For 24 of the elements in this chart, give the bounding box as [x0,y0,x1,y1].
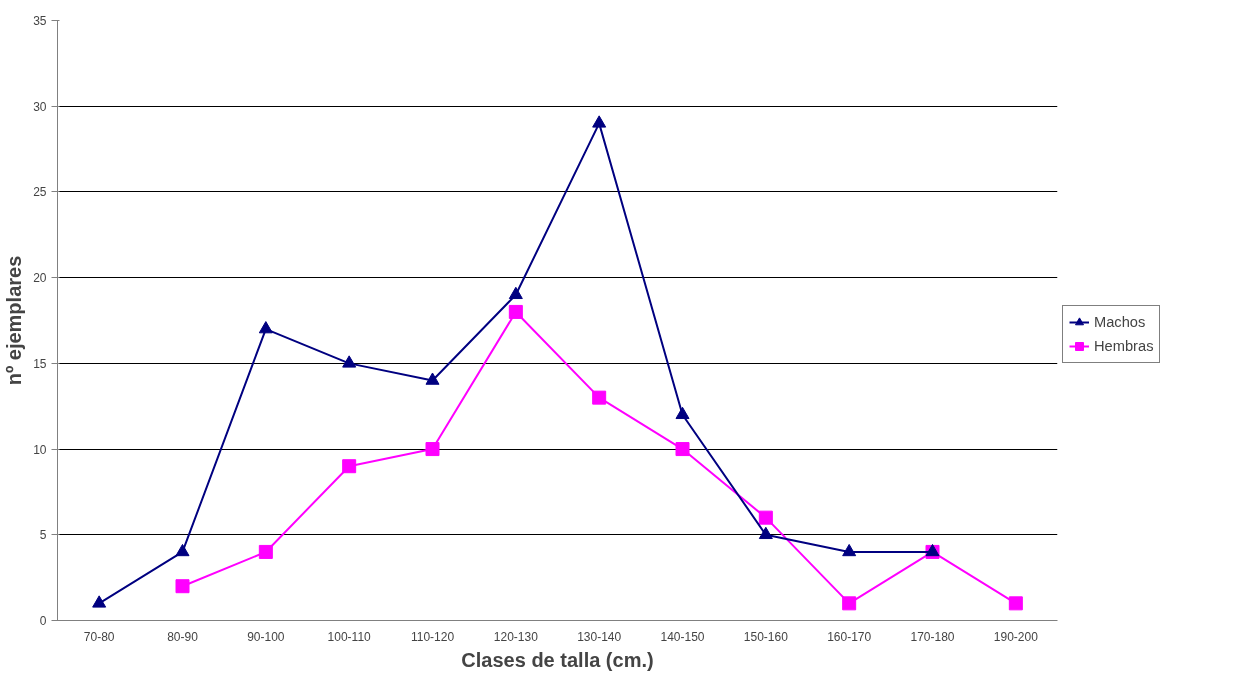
x-tick-label: 100-110 [327,629,372,644]
legend-label: Machos [1094,313,1146,330]
y-tick-label: 0 [39,614,47,628]
x-tick-label: 70-80 [83,629,115,644]
y-tick-label: 35 [33,14,47,28]
x-tick-label: 90-100 [247,629,285,644]
x-tick-label: 120-130 [493,629,539,644]
y-axis-title: nº ejemplares [3,255,26,386]
y-tick-label: 25 [33,185,47,200]
legend-label: Hembras [1094,337,1154,354]
x-tick-label: 190-200 [993,629,1039,644]
y-tick-label: 15 [33,356,47,371]
x-tick-label: 80-90 [167,629,199,644]
x-tick-label: 170-180 [910,629,955,644]
y-tick-label: 20 [33,271,47,286]
x-tick-label: 110-120 [410,629,455,644]
x-tick-label: 140-150 [660,629,705,644]
x-axis-title: Clases de talla (cm.) [461,648,654,671]
y-tick-label: 5 [39,528,47,543]
x-tick-label: 160-170 [827,629,872,644]
x-tick-label: 130-140 [577,629,622,644]
y-tick-label: 30 [33,99,47,114]
y-tick-label: 10 [33,442,47,457]
x-tick-label: 150-160 [743,629,789,644]
